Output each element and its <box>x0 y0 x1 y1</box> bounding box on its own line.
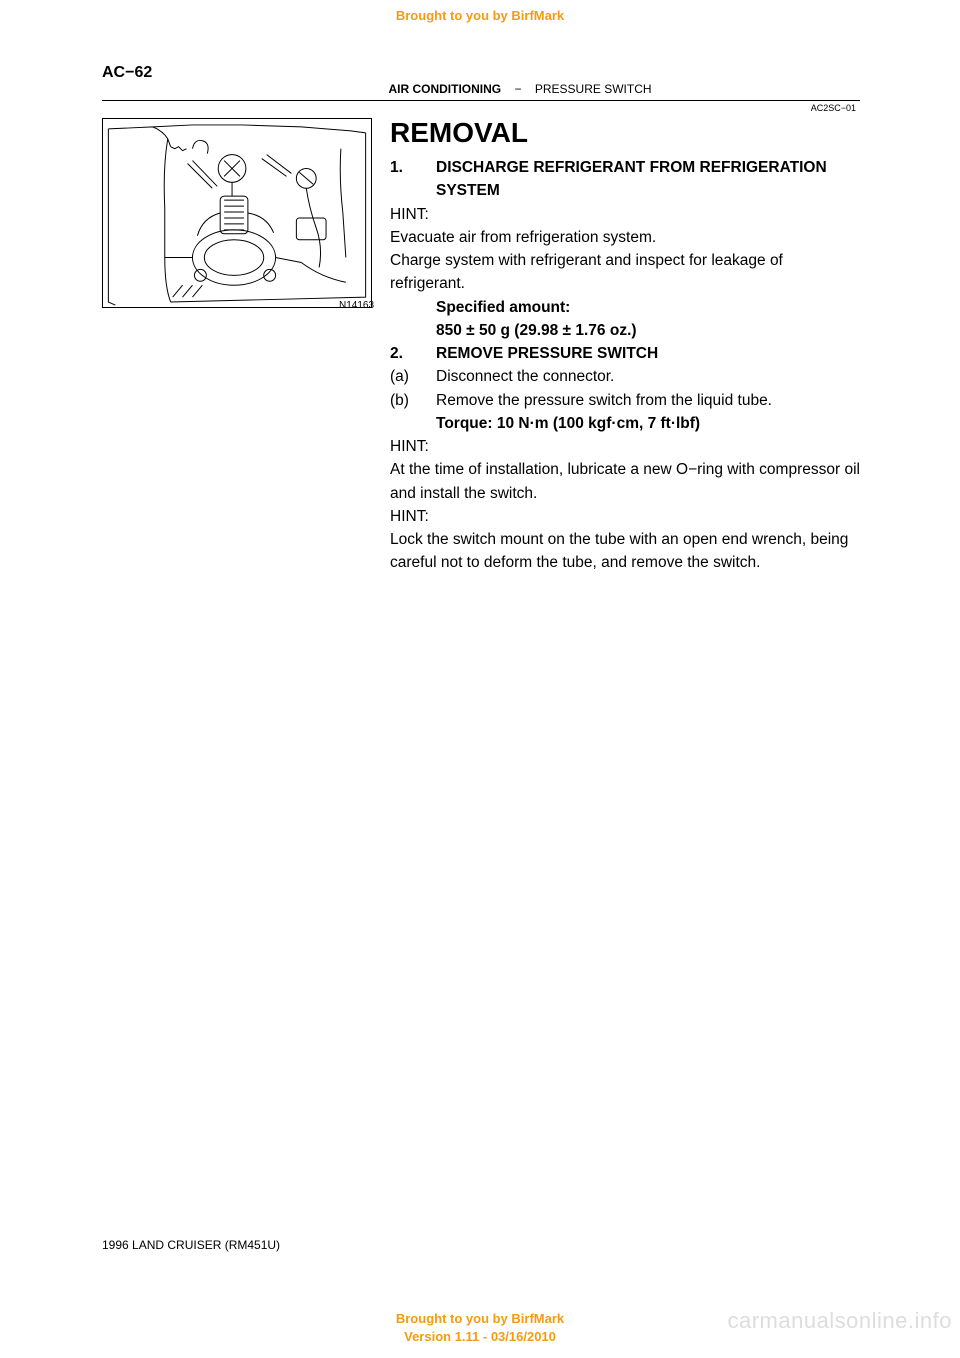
technical-illustration <box>102 118 372 308</box>
sub-b-num: (b) <box>390 389 436 412</box>
title: REMOVAL <box>390 112 860 154</box>
image-caption: N14163 <box>339 300 374 311</box>
para-2: Charge system with refrigerant and inspe… <box>390 249 860 296</box>
hint-2: HINT: <box>390 435 860 458</box>
step-2-num: 2. <box>390 342 436 365</box>
header-sep: − <box>514 82 521 96</box>
watermark: carmanualsonline.info <box>727 1308 952 1334</box>
hint-1: HINT: <box>390 203 860 226</box>
step-2: 2. REMOVE PRESSURE SWITCH <box>390 342 860 365</box>
sub-a-text: Disconnect the connector. <box>436 365 614 388</box>
sub-a: (a) Disconnect the connector. <box>390 365 860 388</box>
torque: Torque: 10 N·m (100 kgf·cm, 7 ft·lbf) <box>390 412 860 435</box>
step-1-text: DISCHARGE REFRIGERANT FROM REFRIGERATION… <box>436 156 860 203</box>
spec-value: 850 ± 50 g (29.98 ± 1.76 oz.) <box>390 319 860 342</box>
step-2-text: REMOVE PRESSURE SWITCH <box>436 342 658 365</box>
content-body: REMOVAL 1. DISCHARGE REFRIGERANT FROM RE… <box>390 112 860 575</box>
para-1: Evacuate air from refrigeration system. <box>390 226 860 249</box>
step-1-num: 1. <box>390 156 436 203</box>
header-left: AIR CONDITIONING <box>388 82 501 96</box>
section-header: AIR CONDITIONING − PRESSURE SWITCH <box>0 82 960 96</box>
sub-b: (b) Remove the pressure switch from the … <box>390 389 860 412</box>
header-right: PRESSURE SWITCH <box>535 82 652 96</box>
illustration-svg <box>103 119 371 307</box>
top-banner: Brought to you by BirfMark <box>0 0 960 27</box>
sub-b-text: Remove the pressure switch from the liqu… <box>436 389 772 412</box>
spec-label: Specified amount: <box>390 296 860 319</box>
para-3: At the time of installation, lubricate a… <box>390 458 860 505</box>
para-4: Lock the switch mount on the tube with a… <box>390 528 860 575</box>
sub-a-num: (a) <box>390 365 436 388</box>
footer-text: 1996 LAND CRUISER (RM451U) <box>102 1238 280 1252</box>
page-number: AC−62 <box>102 64 152 82</box>
horizontal-rule <box>102 100 860 101</box>
hint-3: HINT: <box>390 505 860 528</box>
step-1: 1. DISCHARGE REFRIGERANT FROM REFRIGERAT… <box>390 156 860 203</box>
